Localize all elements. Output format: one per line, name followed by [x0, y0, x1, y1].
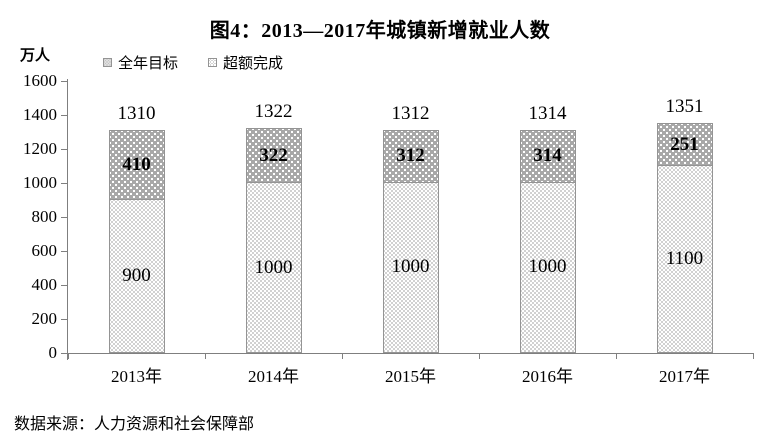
segment-target: 900: [108, 200, 165, 353]
segment-target: 1000: [519, 182, 576, 353]
segment-exceeded: 312: [382, 129, 439, 183]
segment-target-value: 900: [122, 265, 151, 287]
y-axis-tick: [61, 114, 68, 116]
segment-target-value: 1000: [528, 256, 567, 278]
bar-total-label: 1322: [254, 101, 293, 123]
bar-2016年: 314 1000: [519, 129, 576, 353]
bar-total-label: 1312: [391, 102, 430, 124]
y-axis-tick: [61, 284, 68, 286]
bar-total-label: 1351: [665, 96, 704, 118]
bar-2014年: 322 1000: [245, 128, 302, 353]
y-axis-tick: [61, 216, 68, 218]
segment-exceeded-value: 251: [670, 133, 699, 155]
legend-swatch-exceeded-icon: [208, 58, 218, 67]
x-axis-tick: [341, 353, 343, 359]
y-axis-tick-label: 800: [31, 207, 58, 226]
legend-label-exceeded: 超额完成: [223, 55, 284, 72]
segment-target: 1000: [245, 183, 302, 353]
bar-2013年: 410 900: [108, 130, 165, 353]
segment-exceeded: 314: [519, 129, 576, 183]
y-axis-tick-label: 1200: [23, 139, 57, 158]
x-axis-category-label: 2015年: [385, 367, 436, 386]
x-axis-category-label: 2016年: [522, 367, 573, 386]
segment-exceeded: 410: [108, 130, 165, 201]
y-axis-tick-label: 0: [48, 343, 58, 362]
y-axis-tick-label: 1600: [23, 71, 57, 90]
bar-total-label: 1310: [117, 103, 156, 125]
x-axis: [68, 353, 753, 354]
legend-swatch-target-icon: [103, 58, 112, 67]
data-source-note: 数据来源：人力资源和社会保障部: [14, 416, 255, 433]
x-axis-tick: [752, 353, 754, 359]
segment-target-value: 1000: [254, 256, 293, 278]
x-axis-tick: [67, 353, 69, 359]
x-axis-tick: [615, 353, 617, 359]
y-axis-tick: [61, 148, 68, 150]
y-axis-tick-label: 400: [31, 275, 58, 294]
y-axis-tick: [61, 352, 68, 354]
legend-label-target: 全年目标: [118, 55, 179, 72]
x-axis-tick: [204, 353, 206, 359]
y-axis-tick-label: 1000: [23, 173, 57, 192]
x-axis-category-label: 2013年: [111, 367, 162, 386]
y-axis-tick: [61, 318, 68, 320]
bar-2017年: 251 1100: [656, 123, 713, 353]
y-axis-tick: [61, 80, 68, 82]
y-axis-tick: [61, 250, 68, 252]
segment-target-value: 1100: [665, 248, 704, 270]
chart-title: 图4：2013—2017年城镇新增就业人数: [209, 20, 551, 42]
segment-target: 1100: [656, 166, 713, 353]
y-axis: [67, 79, 68, 360]
segment-exceeded-value: 322: [259, 144, 288, 166]
y-axis-unit-label: 万人: [20, 47, 51, 64]
y-axis-tick-label: 600: [31, 241, 58, 260]
legend-item-target: 全年目标: [103, 52, 178, 73]
segment-target-value: 1000: [391, 256, 430, 278]
x-axis-category-label: 2017年: [659, 367, 710, 386]
segment-exceeded: 322: [245, 128, 302, 184]
chart-legend: 全年目标 超额完成: [103, 52, 283, 73]
segment-target: 1000: [382, 182, 439, 353]
y-axis-tick-label: 200: [31, 309, 58, 328]
bar-2015年: 312 1000: [382, 129, 439, 353]
segment-exceeded-value: 314: [533, 145, 562, 167]
y-axis-tick-label: 1400: [23, 105, 57, 124]
segment-exceeded: 251: [656, 123, 713, 167]
bar-total-label: 1314: [528, 102, 567, 124]
y-axis-tick: [61, 182, 68, 184]
segment-exceeded-value: 312: [396, 145, 425, 167]
segment-exceeded-value: 410: [122, 154, 151, 176]
legend-item-exceeded: 超额完成: [208, 52, 283, 73]
x-axis-category-label: 2014年: [248, 367, 299, 386]
x-axis-tick: [478, 353, 480, 359]
